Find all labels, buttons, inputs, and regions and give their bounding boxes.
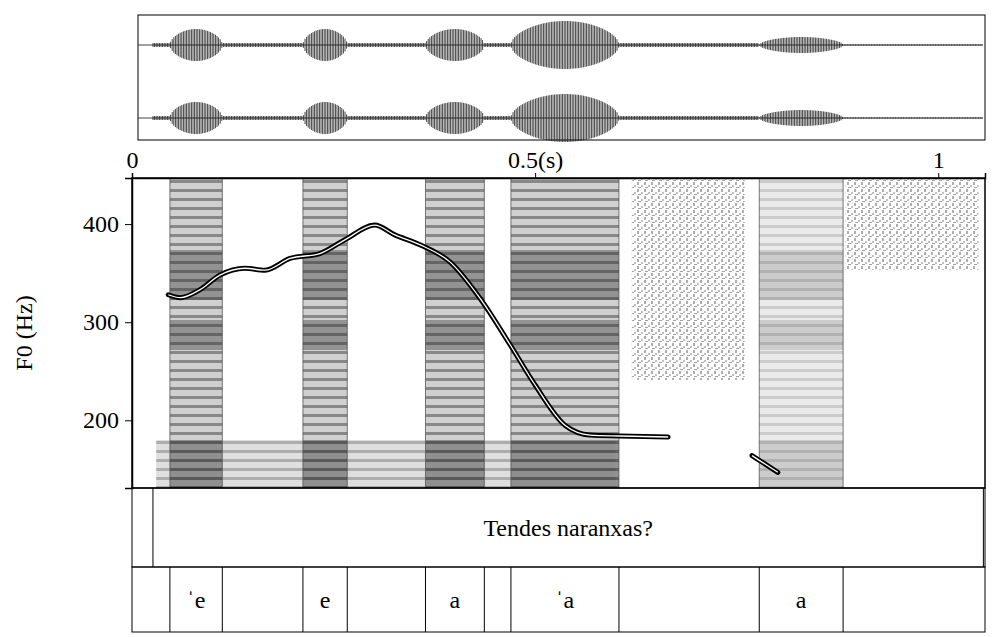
spectrogram-formant (511, 250, 619, 300)
boundary-line (222, 178, 223, 488)
spectrogram-formant (759, 250, 843, 300)
tier-label: Tendes naranxas? (483, 515, 653, 541)
boundary-line (425, 178, 426, 488)
spectrogram-formant (511, 440, 619, 488)
spectrogram-formant (170, 440, 222, 488)
spectrogram-formant (303, 440, 347, 488)
tick-label: 1 (933, 147, 945, 173)
tick-mark (125, 420, 132, 421)
boundary-line (302, 178, 303, 488)
y-axis: 200 300 400 (83, 179, 133, 489)
waveform-panel (138, 15, 985, 142)
tier-boundary (222, 567, 223, 632)
tier-boundaries (153, 178, 983, 632)
spectrogram-vowel (425, 178, 484, 488)
tick-label: 400 (83, 211, 119, 237)
spectrogram-formant (759, 320, 843, 350)
tick: 1 (933, 147, 945, 178)
boundary-line (759, 178, 760, 488)
tier-boundary (983, 488, 984, 567)
tick-mark (125, 224, 132, 225)
tick-mark (535, 173, 536, 178)
tier-label: ˈe (187, 587, 206, 613)
y-axis-title: F0 (Hz) (11, 295, 37, 370)
tier-boundary (759, 567, 760, 632)
f0-line-core (168, 225, 778, 472)
spectrogram-vowel (511, 178, 619, 488)
waveform-trace (138, 21, 983, 69)
waveform-frame (138, 15, 985, 140)
tick: 0.5(s) (508, 147, 563, 178)
tier-boundary (843, 567, 844, 632)
tier-label: e (320, 587, 331, 613)
tick-mark (132, 173, 133, 178)
tick-label: 0 (127, 147, 139, 173)
tier-boundary (618, 567, 619, 632)
axis-line (133, 173, 986, 179)
tier-boundary (510, 567, 511, 632)
plot-area (168, 225, 778, 472)
tick-label: 0.5(s) (508, 147, 563, 173)
waveform-trace (138, 94, 983, 142)
spectrogram-formant (511, 320, 619, 350)
tick: 300 (83, 309, 132, 335)
spectrogram (156, 178, 978, 488)
boundary-line (484, 178, 485, 488)
tick-mark (125, 322, 132, 323)
spectrogram-formant (170, 320, 222, 350)
tier-boundary (347, 567, 348, 632)
tier-boundary (484, 567, 485, 632)
spectrogram-formant (759, 440, 843, 488)
tick-mark (938, 173, 939, 178)
tier-label: ˈa (556, 587, 575, 613)
tick: 200 (83, 407, 132, 433)
spectrogram-vowel (759, 178, 843, 488)
tick-label: 300 (83, 309, 119, 335)
plot-frame (132, 178, 985, 488)
spectrogram-noise (632, 178, 745, 380)
boundary-line (843, 178, 844, 488)
tick: 0 (127, 147, 139, 178)
tier-label: a (450, 587, 461, 613)
boundary-line (510, 178, 511, 488)
spectrogram-vowel (303, 178, 347, 488)
tier-boundary (152, 488, 153, 567)
tier-boundary (302, 567, 303, 632)
tick-label: 200 (83, 407, 119, 433)
tick: 400 (83, 211, 132, 237)
tier-boundary (425, 567, 426, 632)
tier-frame (132, 567, 985, 632)
tier-boundary (169, 567, 170, 632)
x-axis: 0 0.5(s) 1 (127, 147, 986, 179)
spectrogram-formant (303, 320, 347, 350)
spectrogram-noise (846, 178, 979, 270)
figure: 0 0.5(s) 1 200 300 400 F0 (Hz) Tendes naranxas?… (0, 0, 993, 637)
spectrogram-formant (425, 320, 484, 350)
f0-line (168, 225, 778, 472)
tier-label: a (796, 587, 807, 613)
spectrogram-formant (425, 440, 484, 488)
tier-frame (132, 488, 985, 567)
boundary-line (618, 178, 619, 488)
axis-line (125, 179, 133, 489)
boundary-line (347, 178, 348, 488)
spectrogram-vowel (170, 178, 222, 488)
boundary-line (169, 178, 170, 488)
